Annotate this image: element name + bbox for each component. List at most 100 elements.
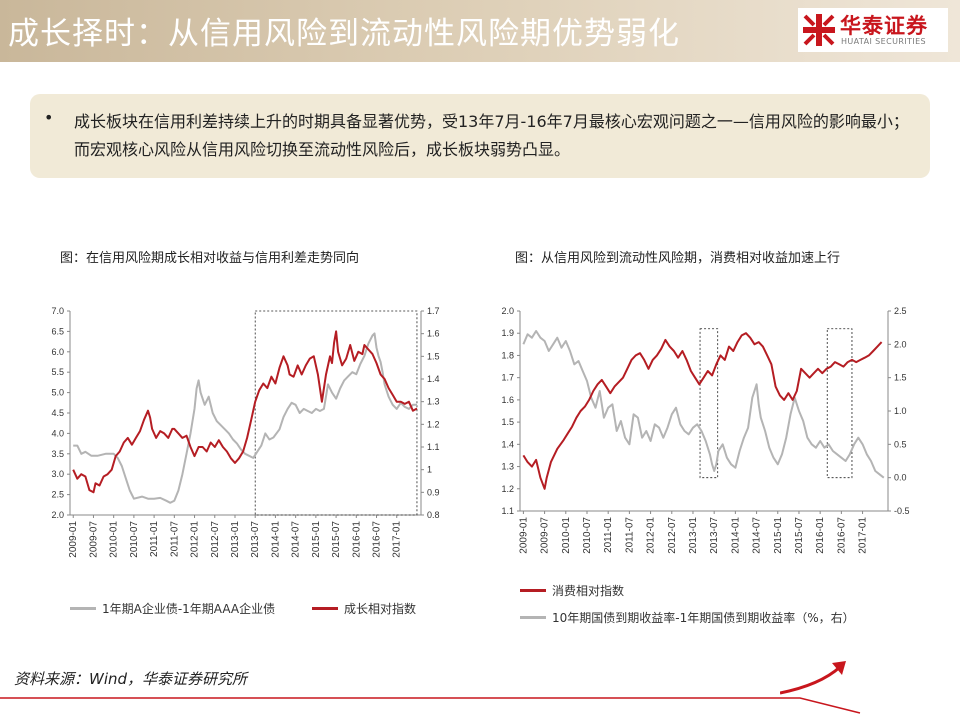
y-right-tick-label: 1.1 xyxy=(427,442,440,452)
y-right-tick-label: 2.5 xyxy=(894,306,907,316)
x-tick-label: 2010-01 xyxy=(109,521,120,558)
y-right-tick-label: 1.0 xyxy=(894,406,907,416)
x-tick-label: 2013-07 xyxy=(250,521,261,558)
y-left-tick-label: 6.0 xyxy=(51,347,64,357)
y-right-tick-label: 1 xyxy=(427,465,432,475)
x-tick-label: 2013-07 xyxy=(709,517,720,554)
y-left-tick-label: 1.8 xyxy=(501,350,514,360)
y-right-tick-label: 2.0 xyxy=(894,339,907,349)
trend-arrow-icon xyxy=(780,661,846,695)
y-right-tick-label: 1.2 xyxy=(427,419,440,429)
y-right-tick-label: 1.5 xyxy=(894,373,907,383)
x-tick-label: 2011-01 xyxy=(603,517,614,553)
footer-line xyxy=(0,697,861,714)
chart1-credit-spread-growth: 2.0 2.5 3.0 3.5 4.0 4.5 5.0 5.5 6.0 6.5 7.0 0.8 0.9 1… xyxy=(51,306,440,558)
x-tick-label: 2016-01 xyxy=(815,517,826,554)
y-left-tick-label: 5.0 xyxy=(51,388,64,398)
chart2-legend-gray: 10年期国债到期收益率-1年期国债到期收益率（%，右） xyxy=(520,609,855,626)
y-right-tick-label: 0.5 xyxy=(894,439,907,449)
y-left-tick-label: 3.5 xyxy=(51,449,64,459)
legend-label: 10年期国债到期收益率-1年期国债到期收益率（%，右） xyxy=(552,611,855,625)
legend-label: 消费相对指数 xyxy=(552,584,625,598)
source-note: 资料来源：Wind，华泰证券研究所 xyxy=(14,670,248,688)
x-tick-label: 2013-01 xyxy=(230,521,241,558)
legend-label: 成长相对指数 xyxy=(344,602,417,616)
x-tick-label: 2011-01 xyxy=(149,521,160,557)
x-tick-label: 2010-01 xyxy=(561,517,572,554)
series-line-gray xyxy=(73,332,417,504)
y-left-tick-label: 1.9 xyxy=(501,328,514,338)
x-tick-label: 2012-01 xyxy=(646,517,657,554)
y-left-tick-label: 1.6 xyxy=(501,395,514,405)
y-right-tick-label: 1.7 xyxy=(427,306,440,316)
x-tick-label: 2016-07 xyxy=(836,517,847,554)
x-tick-label: 2010-07 xyxy=(129,521,140,558)
series-line-red xyxy=(522,332,883,490)
x-tick-label: 2014-01 xyxy=(270,521,281,558)
y-right-tick-label: 1.3 xyxy=(427,397,440,407)
x-tick-label: 2014-07 xyxy=(291,521,302,558)
logo-text-cn: 华泰证券 xyxy=(840,14,928,38)
y-left-tick-label: 1.4 xyxy=(501,439,514,449)
x-tick-label: 2011-07 xyxy=(624,517,635,553)
y-left-tick-label: 1.7 xyxy=(501,373,514,383)
x-tick-label: 2015-07 xyxy=(794,517,805,554)
y-left-tick-label: 1.2 xyxy=(501,484,514,494)
company-logo: 华泰证券 HUATAI SECURITIES xyxy=(798,8,948,52)
y-left-tick-label: 1.3 xyxy=(501,462,514,472)
y-left-tick-label: 7.0 xyxy=(51,306,64,316)
highlight-box xyxy=(254,310,418,516)
y-right-tick-label: 1.6 xyxy=(427,329,440,339)
y-left-tick-label: 1.5 xyxy=(501,417,514,427)
y-left-tick-label: 4.5 xyxy=(51,408,64,418)
bullet-marker: • xyxy=(44,108,54,127)
series-line-red xyxy=(72,330,418,494)
chart2-legend-red: 消费相对指数 xyxy=(520,582,624,599)
y-left-tick-label: 2.0 xyxy=(51,510,64,520)
y-right-tick-label: 0.9 xyxy=(427,487,440,497)
x-tick-label: 2014-07 xyxy=(752,517,763,554)
y-right-tick-label: 0.0 xyxy=(894,473,907,483)
legend-swatch xyxy=(312,607,338,610)
x-tick-label: 2015-01 xyxy=(773,517,784,554)
title-bar: 成长择时：从信用风险到流动性风险期优势弱化 华泰证券 HUATAI SECURI… xyxy=(0,0,960,62)
y-left-tick-label: 5.5 xyxy=(51,367,64,377)
x-tick-label: 2015-07 xyxy=(331,521,342,558)
highlight-box xyxy=(826,328,853,479)
x-tick-label: 2012-07 xyxy=(210,521,221,558)
x-tick-label: 2009-07 xyxy=(540,517,551,554)
chart2-title: 图：从信用风险到流动性风险期，消费相对收益加速上行 xyxy=(515,251,841,266)
x-tick-label: 2009-07 xyxy=(88,521,99,558)
logo-text-en: HUATAI SECURITIES xyxy=(841,37,927,46)
x-tick-label: 2017-01 xyxy=(392,521,403,558)
chart1-legend-gray: 1年期A企业债-1年期AAA企业债 xyxy=(70,600,275,617)
y-right-tick-label: 0.8 xyxy=(427,510,440,520)
x-tick-label: 2016-01 xyxy=(351,521,362,558)
x-tick-label: 2012-07 xyxy=(667,517,678,554)
y-left-tick-label: 2.5 xyxy=(51,490,64,500)
x-tick-label: 2017-01 xyxy=(858,517,869,554)
chart1-legend-red: 成长相对指数 xyxy=(312,600,416,617)
y-left-tick-label: 6.5 xyxy=(51,326,64,336)
legend-label: 1年期A企业债-1年期AAA企业债 xyxy=(102,602,276,616)
x-tick-label: 2011-07 xyxy=(169,521,180,557)
chart1-title: 图：在信用风险期成长相对收益与信用利差走势同向 xyxy=(60,251,360,266)
y-right-tick-label: 1.4 xyxy=(427,374,440,384)
x-tick-label: 2009-01 xyxy=(518,517,529,554)
y-left-tick-label: 1.1 xyxy=(501,506,514,516)
chart2-consumption-yield-spread: 1.1 1.2 1.3 1.4 1.5 1.6 1.7 1.8 1.9 2.0 -0.5 0.0 0.5… xyxy=(501,306,909,554)
x-tick-label: 2014-01 xyxy=(730,517,741,554)
logo-mark-icon xyxy=(803,14,835,46)
x-tick-label: 2009-01 xyxy=(68,521,79,558)
x-tick-label: 2012-01 xyxy=(190,521,201,558)
series-line-gray xyxy=(522,330,885,479)
summary-box: • 成长板块在信用利差持续上升的时期具备显著优势，受13年7月-16年7月最核心… xyxy=(30,94,930,178)
page-title: 成长择时：从信用风险到流动性风险期优势弱化 xyxy=(8,16,680,52)
highlight-box xyxy=(699,328,719,479)
y-right-tick-label: 1.5 xyxy=(427,351,440,361)
legend-swatch xyxy=(520,616,546,619)
y-left-tick-label: 3.0 xyxy=(51,469,64,479)
summary-text: 成长板块在信用利差持续上升的时期具备显著优势，受13年7月-16年7月最核心宏观… xyxy=(74,112,909,159)
x-tick-label: 2010-07 xyxy=(582,517,593,554)
x-tick-label: 2015-01 xyxy=(311,521,322,558)
